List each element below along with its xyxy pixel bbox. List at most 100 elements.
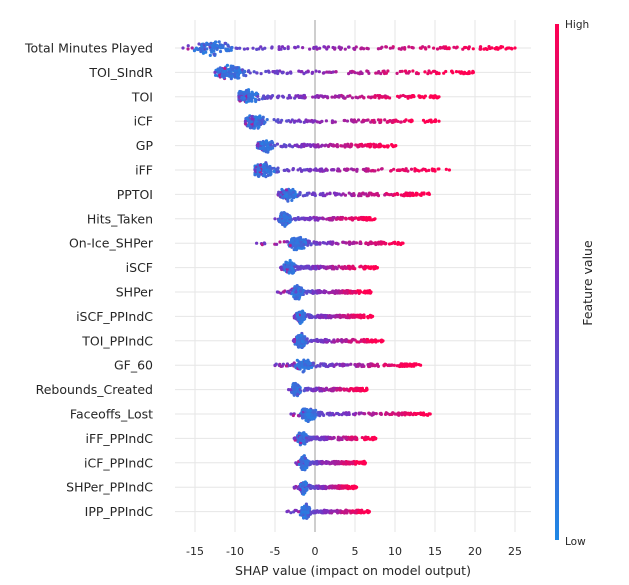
shap-dot <box>374 71 378 75</box>
shap-dot <box>337 45 341 49</box>
shap-dot <box>301 431 305 435</box>
shap-dot <box>442 71 446 75</box>
shap-dot <box>308 290 312 294</box>
shap-dot <box>323 94 327 98</box>
shap-dot <box>266 147 270 152</box>
shap-dot <box>406 96 410 100</box>
shap-dot <box>375 362 380 366</box>
shap-dot <box>332 460 336 464</box>
shap-dot <box>421 167 426 171</box>
shap-dot <box>287 271 291 275</box>
feature-label: iCF <box>134 114 153 129</box>
shap-dot <box>301 314 305 318</box>
shap-dot <box>343 118 347 123</box>
shap-dot <box>461 47 465 51</box>
shap-dot <box>343 167 347 171</box>
shap-dot <box>326 45 331 49</box>
shap-dot <box>354 45 358 49</box>
shap-dot <box>266 94 270 98</box>
shap-dot <box>316 339 320 343</box>
shap-dot <box>238 70 242 75</box>
shap-dot <box>232 73 237 77</box>
shap-dot <box>284 364 289 368</box>
shap-dot <box>424 47 428 51</box>
shap-dot <box>314 365 318 369</box>
shap-dot <box>281 195 285 199</box>
shap-dot <box>330 168 334 172</box>
x-tick-label: -15 <box>186 545 204 558</box>
shap-dot <box>318 120 323 124</box>
shap-dot <box>314 69 318 73</box>
shap-dot <box>243 69 247 73</box>
shap-dot <box>391 119 395 123</box>
shap-dot <box>339 436 343 440</box>
colorbar <box>555 24 559 540</box>
shap-dot <box>245 47 250 51</box>
shap-dot <box>299 243 303 247</box>
shap-dot <box>255 47 259 51</box>
shap-dot <box>296 266 300 271</box>
shap-dot <box>292 436 296 440</box>
shap-dot <box>341 462 346 466</box>
shap-dot <box>212 46 217 50</box>
shap-dot <box>287 143 292 148</box>
shap-dot <box>310 71 314 75</box>
shap-dot <box>341 96 346 100</box>
shap-dot <box>297 236 301 240</box>
shap-dot <box>266 173 270 178</box>
shap-dot <box>438 45 442 50</box>
shap-dot <box>354 460 358 464</box>
shap-dot <box>413 169 417 173</box>
shap-dot <box>403 119 407 123</box>
shap-dot <box>305 337 309 341</box>
shap-dot <box>340 510 345 515</box>
shap-dot <box>303 193 307 197</box>
shap-dot <box>403 94 408 99</box>
shap-dot <box>413 167 417 171</box>
x-tick-label: -5 <box>270 545 281 558</box>
shap-dot <box>334 70 338 74</box>
shap-dot <box>292 247 296 252</box>
shap-dot <box>279 144 283 148</box>
shap-dot <box>376 168 380 172</box>
shap-dot <box>213 73 218 77</box>
shap-dot <box>352 118 357 122</box>
shap-dot <box>280 364 284 368</box>
shap-dot <box>301 340 305 344</box>
shap-dot <box>397 413 401 417</box>
shap-dot <box>190 46 194 50</box>
shap-dot <box>373 338 378 342</box>
shap-dot <box>314 386 318 390</box>
shap-dot <box>471 70 475 74</box>
shap-dot <box>510 47 514 51</box>
shap-dot <box>366 47 370 51</box>
shap-dot <box>312 240 316 244</box>
shap-dot <box>302 72 306 76</box>
shap-dot <box>345 291 350 295</box>
shap-dot <box>436 167 440 171</box>
shap-dot <box>238 46 242 50</box>
shap-dot <box>427 192 431 196</box>
shap-dot <box>362 47 366 51</box>
shap-dot <box>351 338 355 342</box>
shap-dot <box>320 315 324 319</box>
shap-dot <box>362 511 366 515</box>
shap-dot <box>286 45 290 49</box>
shap-dot <box>247 69 251 73</box>
shap-dot <box>420 95 424 99</box>
shap-dot <box>291 385 295 389</box>
shap-dot <box>291 190 295 195</box>
shap-dot <box>459 70 464 74</box>
shap-dot <box>435 47 440 51</box>
beeswarm-row <box>213 63 475 81</box>
shap-dot <box>292 217 296 221</box>
shap-dot <box>345 119 350 123</box>
shap-dot <box>324 119 328 123</box>
shap-dot <box>243 92 247 96</box>
shap-dot <box>325 340 329 344</box>
shap-dot <box>360 71 364 76</box>
shap-dot <box>275 242 279 246</box>
shap-dot <box>303 407 307 411</box>
shap-dot <box>282 240 286 244</box>
